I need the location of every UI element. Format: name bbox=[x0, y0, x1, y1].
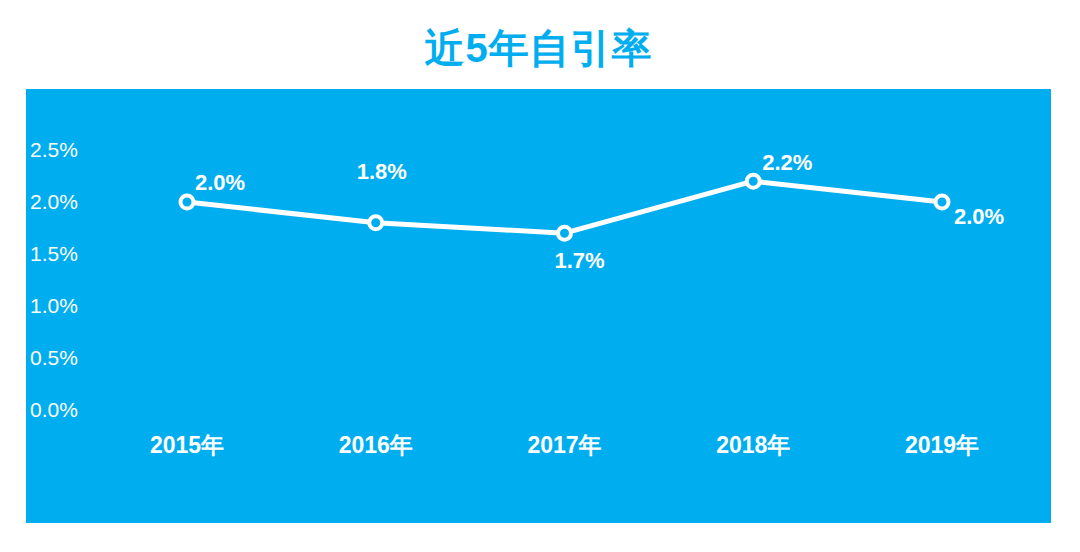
data-point-marker bbox=[369, 216, 382, 229]
data-point-label: 2.2% bbox=[762, 150, 812, 176]
data-point-label: 1.8% bbox=[357, 159, 407, 185]
y-tick-label: 1.0% bbox=[30, 294, 78, 318]
data-point-label: 2.0% bbox=[195, 170, 245, 196]
data-point-marker bbox=[747, 175, 760, 188]
y-tick-label: 0.5% bbox=[30, 346, 78, 370]
x-category-label: 2016年 bbox=[339, 430, 413, 461]
x-category-label: 2018年 bbox=[716, 430, 790, 461]
data-point-marker bbox=[936, 196, 949, 209]
x-category-label: 2019年 bbox=[905, 430, 979, 461]
x-category-label: 2017年 bbox=[527, 430, 601, 461]
data-point-label: 1.7% bbox=[554, 248, 604, 274]
y-tick-label: 1.5% bbox=[30, 242, 78, 266]
y-tick-label: 2.5% bbox=[30, 138, 78, 162]
chart-title: 近5年自引率 bbox=[26, 21, 1051, 76]
data-point-marker bbox=[181, 196, 194, 209]
data-point-label: 2.0% bbox=[954, 204, 1004, 230]
plot-area: 0.0% 0.5% 1.0% 1.5% 2.0% 2.5% 2015年 2016年 2017年… bbox=[26, 89, 1051, 523]
y-tick-label: 0.0% bbox=[30, 398, 78, 422]
y-tick-label: 2.0% bbox=[30, 190, 78, 214]
x-category-label: 2015年 bbox=[150, 430, 224, 461]
data-point-marker bbox=[558, 227, 571, 240]
